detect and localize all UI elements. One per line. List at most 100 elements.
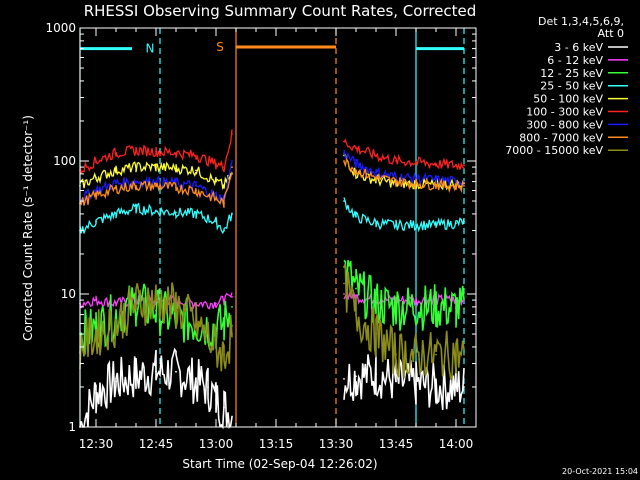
data-point: [435, 184, 437, 186]
data-point: [455, 180, 457, 183]
data-point: [395, 380, 397, 383]
legend-label: 50 - 100 keV: [533, 93, 603, 106]
legend-label: 300 - 800 keV: [526, 118, 603, 131]
data-point: [355, 147, 357, 150]
data-point: [463, 164, 465, 167]
series-line: [79, 149, 465, 203]
series-layer: [79, 129, 465, 430]
data-point: [375, 302, 377, 305]
x-tick-label: 13:30: [319, 437, 354, 451]
data-point: [115, 187, 117, 190]
data-point: [135, 207, 137, 210]
series-line: [79, 263, 465, 380]
data-point: [223, 353, 225, 356]
data-point: [395, 176, 397, 178]
data-point: [343, 200, 345, 202]
chart-title: RHESSI Observing Summary Count Rates, Co…: [84, 2, 477, 20]
data-point: [95, 327, 97, 330]
data-point: [375, 333, 377, 335]
data-point: [375, 154, 377, 157]
data-point: [455, 386, 457, 388]
legend-header: Det 1,3,4,5,6,9,Att 0: [538, 15, 624, 40]
data-point: [215, 197, 217, 200]
legend-label: 6 - 12 keV: [547, 54, 603, 67]
y-tick-label: 1000: [45, 21, 76, 35]
data-point: [231, 133, 233, 135]
data-point: [231, 415, 233, 418]
data-point: [223, 185, 225, 187]
data-point: [463, 307, 465, 310]
data-point: [115, 302, 117, 305]
data-point: [395, 160, 397, 162]
data-point: [415, 224, 417, 226]
data-point: [135, 166, 137, 169]
data-point: [455, 164, 457, 167]
y-tick-label: 1: [68, 420, 76, 434]
data-point: [215, 346, 217, 348]
data-point: [355, 216, 357, 218]
data-point: [343, 293, 345, 295]
data-point: [395, 180, 397, 183]
data-point: [355, 313, 357, 316]
data-point: [415, 353, 417, 356]
data-point: [155, 299, 157, 301]
timestamp-annotation: 20-Oct-2021 15:04: [562, 467, 638, 476]
data-point: [195, 380, 197, 383]
x-tick-label: 12:45: [139, 437, 174, 451]
x-tick-label: 13:15: [259, 437, 294, 451]
data-point: [231, 160, 233, 162]
series-group: [79, 129, 465, 175]
data-point: [135, 149, 137, 152]
data-point: [215, 180, 217, 183]
data-point: [207, 386, 209, 388]
data-point: [95, 189, 97, 192]
data-point: [223, 229, 225, 232]
x-tick-label: 13:00: [199, 437, 234, 451]
data-point: [175, 306, 177, 308]
data-point: [95, 299, 97, 301]
data-point: [415, 299, 417, 301]
data-point: [95, 333, 97, 335]
data-point: [343, 378, 345, 380]
data-point: [231, 213, 233, 215]
data-point: [115, 213, 117, 215]
data-point: [135, 375, 137, 378]
x-tick-label: 12:30: [79, 437, 114, 451]
series-group: [79, 149, 465, 203]
data-point: [343, 160, 345, 162]
data-point: [195, 154, 197, 157]
legend-header-line: Att 0: [598, 27, 624, 40]
data-point: [463, 353, 465, 356]
state-bar-label: N: [146, 42, 155, 56]
data-point: [195, 189, 197, 192]
data-point: [155, 370, 157, 373]
data-point: [115, 182, 117, 185]
y-ticks: 1 10 100 1000: [45, 21, 476, 434]
data-point: [155, 180, 157, 183]
data-point: [355, 375, 357, 378]
data-point: [455, 185, 457, 187]
state-bar-label: S: [216, 40, 224, 54]
data-point: [343, 152, 345, 154]
series-line: [79, 157, 465, 208]
legend-label: 7000 - 15000 keV: [505, 144, 603, 157]
data-point: [415, 182, 417, 185]
data-point: [95, 194, 97, 197]
series-line: [79, 197, 465, 235]
data-point: [223, 299, 225, 301]
data-point: [215, 302, 217, 305]
data-point: [223, 406, 225, 409]
data-point: [135, 180, 137, 183]
plot-frame: [79, 27, 477, 428]
data-point: [355, 163, 357, 165]
data-point: [355, 287, 357, 290]
data-point: [435, 306, 437, 308]
data-point: [155, 309, 157, 312]
data-point: [395, 353, 397, 356]
legend-label: 25 - 50 keV: [540, 80, 603, 93]
data-point: [435, 353, 437, 356]
data-point: [155, 210, 157, 213]
